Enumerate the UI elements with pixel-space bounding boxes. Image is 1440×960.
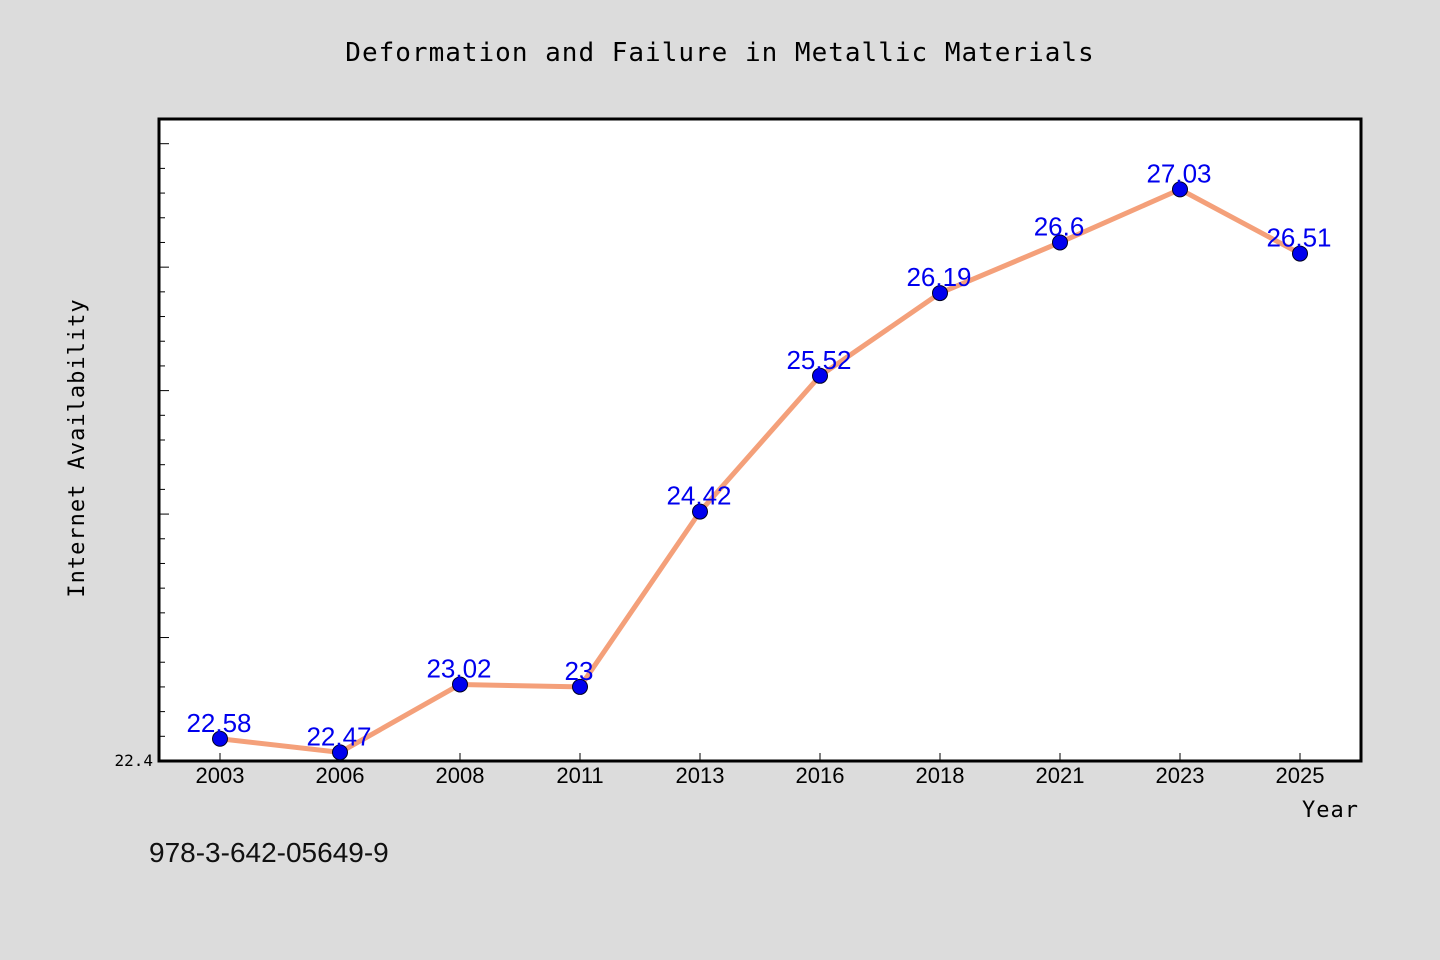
data-point [452, 676, 468, 693]
x-tick-label: 2011 [556, 763, 603, 788]
y-axis-ticks: 22.4 [114, 118, 169, 770]
x-tick-label: 2016 [796, 763, 845, 788]
series-line [217, 186, 1303, 755]
x-tick-label: 2023 [1156, 763, 1205, 788]
x-tick-label: 2008 [436, 763, 485, 788]
y-axis-label: Internet Availability [65, 298, 90, 597]
data-point [1172, 181, 1188, 198]
x-tick-label: 2003 [196, 763, 245, 788]
chart-title: Deformation and Failure in Metallic Mate… [345, 38, 1094, 68]
data-point [332, 744, 348, 761]
data-label: 22.47 [306, 721, 371, 751]
data-labels-group: 22.58 22.47 23.02 23 24.42 25.52 26.19 26.6 27.0… [186, 158, 1331, 751]
data-point [812, 367, 828, 384]
x-axis-label: Year [1302, 798, 1359, 823]
x-tick-label: 2025 [1276, 763, 1325, 788]
data-point [212, 730, 228, 747]
x-tick-label: 2021 [1036, 763, 1085, 788]
y-tick-label: 22.4 [114, 751, 153, 770]
x-tick-label: 2013 [676, 763, 725, 788]
series-points-group [212, 181, 1308, 761]
data-label: 27.03 [1146, 158, 1211, 188]
series-line-group [217, 186, 1303, 755]
x-tick-label: 2018 [916, 763, 965, 788]
data-label: 25.52 [786, 345, 851, 375]
data-point [572, 678, 588, 695]
data-label: 22.58 [186, 708, 251, 738]
data-label: 23.02 [426, 653, 491, 683]
data-point [1292, 245, 1308, 262]
data-point [692, 503, 708, 520]
data-label: 26.19 [906, 262, 971, 292]
data-label: 26.6 [1034, 211, 1085, 241]
x-axis-ticks: 2003 2006 2008 2011 2013 2016 2018 2021 2023 2025 [196, 753, 1325, 788]
data-label: 26.51 [1266, 223, 1331, 253]
x-tick-label: 2006 [316, 763, 365, 788]
data-point [1052, 234, 1068, 251]
data-label: 24.42 [666, 481, 731, 511]
footer-isbn: 978-3-642-05649-9 [149, 837, 389, 868]
data-point [932, 285, 948, 302]
data-label: 23 [565, 656, 594, 686]
